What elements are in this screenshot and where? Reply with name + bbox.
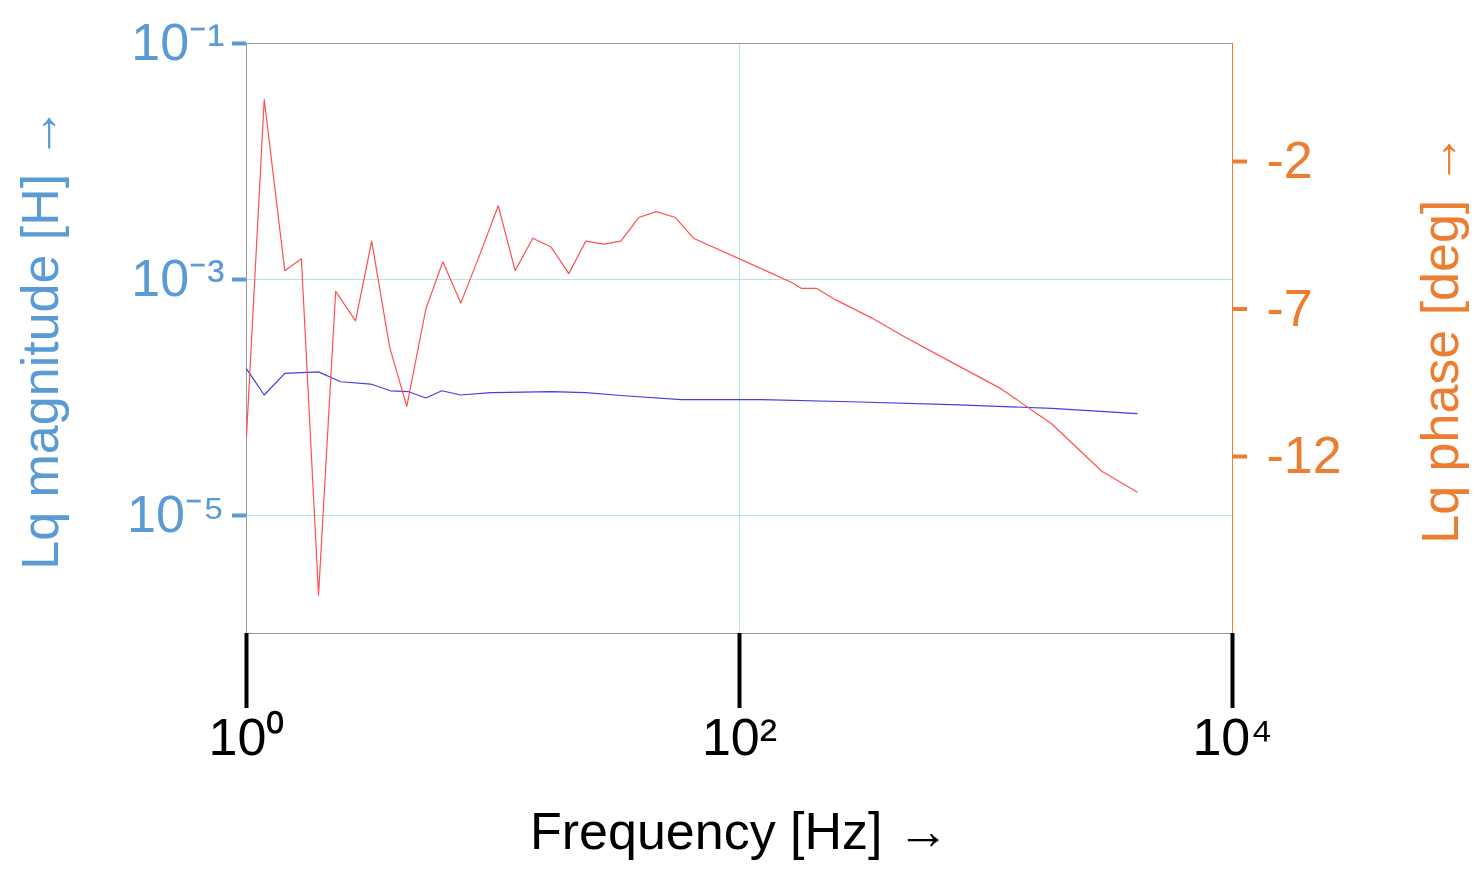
svg-text:-2: -2: [1267, 131, 1313, 189]
svg-text:10⁻⁵: 10⁻⁵: [127, 485, 224, 543]
svg-text:10⁻¹: 10⁻¹: [131, 13, 224, 71]
svg-text:Frequency [Hz] →: Frequency [Hz] →: [530, 802, 949, 860]
svg-text:10⁴: 10⁴: [1192, 708, 1272, 766]
svg-text:10⁰: 10⁰: [209, 708, 285, 766]
svg-text:-7: -7: [1267, 279, 1313, 337]
svg-text:Lq magnitude [H] →: Lq magnitude [H] →: [11, 107, 69, 569]
svg-text:10⁻³: 10⁻³: [131, 249, 224, 307]
svg-text:-12: -12: [1267, 426, 1342, 484]
svg-text:10²: 10²: [702, 708, 777, 766]
svg-text:Lq phase [deg] →: Lq phase [deg] →: [1411, 133, 1469, 544]
